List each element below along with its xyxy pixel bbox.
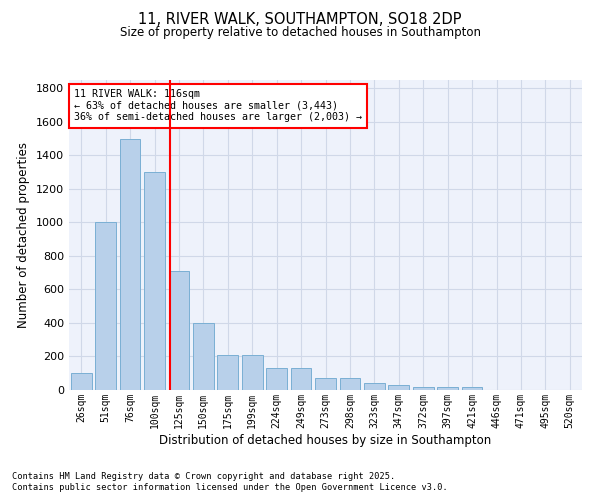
Bar bbox=[242, 355, 263, 390]
Bar bbox=[413, 386, 434, 390]
Bar bbox=[144, 172, 165, 390]
X-axis label: Distribution of detached houses by size in Southampton: Distribution of detached houses by size … bbox=[160, 434, 491, 446]
Bar bbox=[266, 368, 287, 390]
Bar bbox=[315, 378, 336, 390]
Text: Contains public sector information licensed under the Open Government Licence v3: Contains public sector information licen… bbox=[12, 484, 448, 492]
Bar bbox=[193, 323, 214, 390]
Bar bbox=[71, 373, 92, 390]
Text: Size of property relative to detached houses in Southampton: Size of property relative to detached ho… bbox=[119, 26, 481, 39]
Y-axis label: Number of detached properties: Number of detached properties bbox=[17, 142, 31, 328]
Text: Contains HM Land Registry data © Crown copyright and database right 2025.: Contains HM Land Registry data © Crown c… bbox=[12, 472, 395, 481]
Text: 11 RIVER WALK: 116sqm
← 63% of detached houses are smaller (3,443)
36% of semi-d: 11 RIVER WALK: 116sqm ← 63% of detached … bbox=[74, 90, 362, 122]
Text: 11, RIVER WALK, SOUTHAMPTON, SO18 2DP: 11, RIVER WALK, SOUTHAMPTON, SO18 2DP bbox=[138, 12, 462, 28]
Bar bbox=[169, 271, 190, 390]
Bar bbox=[217, 355, 238, 390]
Bar bbox=[364, 384, 385, 390]
Bar bbox=[388, 385, 409, 390]
Bar bbox=[95, 222, 116, 390]
Bar bbox=[119, 138, 140, 390]
Bar bbox=[290, 368, 311, 390]
Bar bbox=[437, 388, 458, 390]
Bar bbox=[340, 378, 361, 390]
Bar bbox=[461, 388, 482, 390]
